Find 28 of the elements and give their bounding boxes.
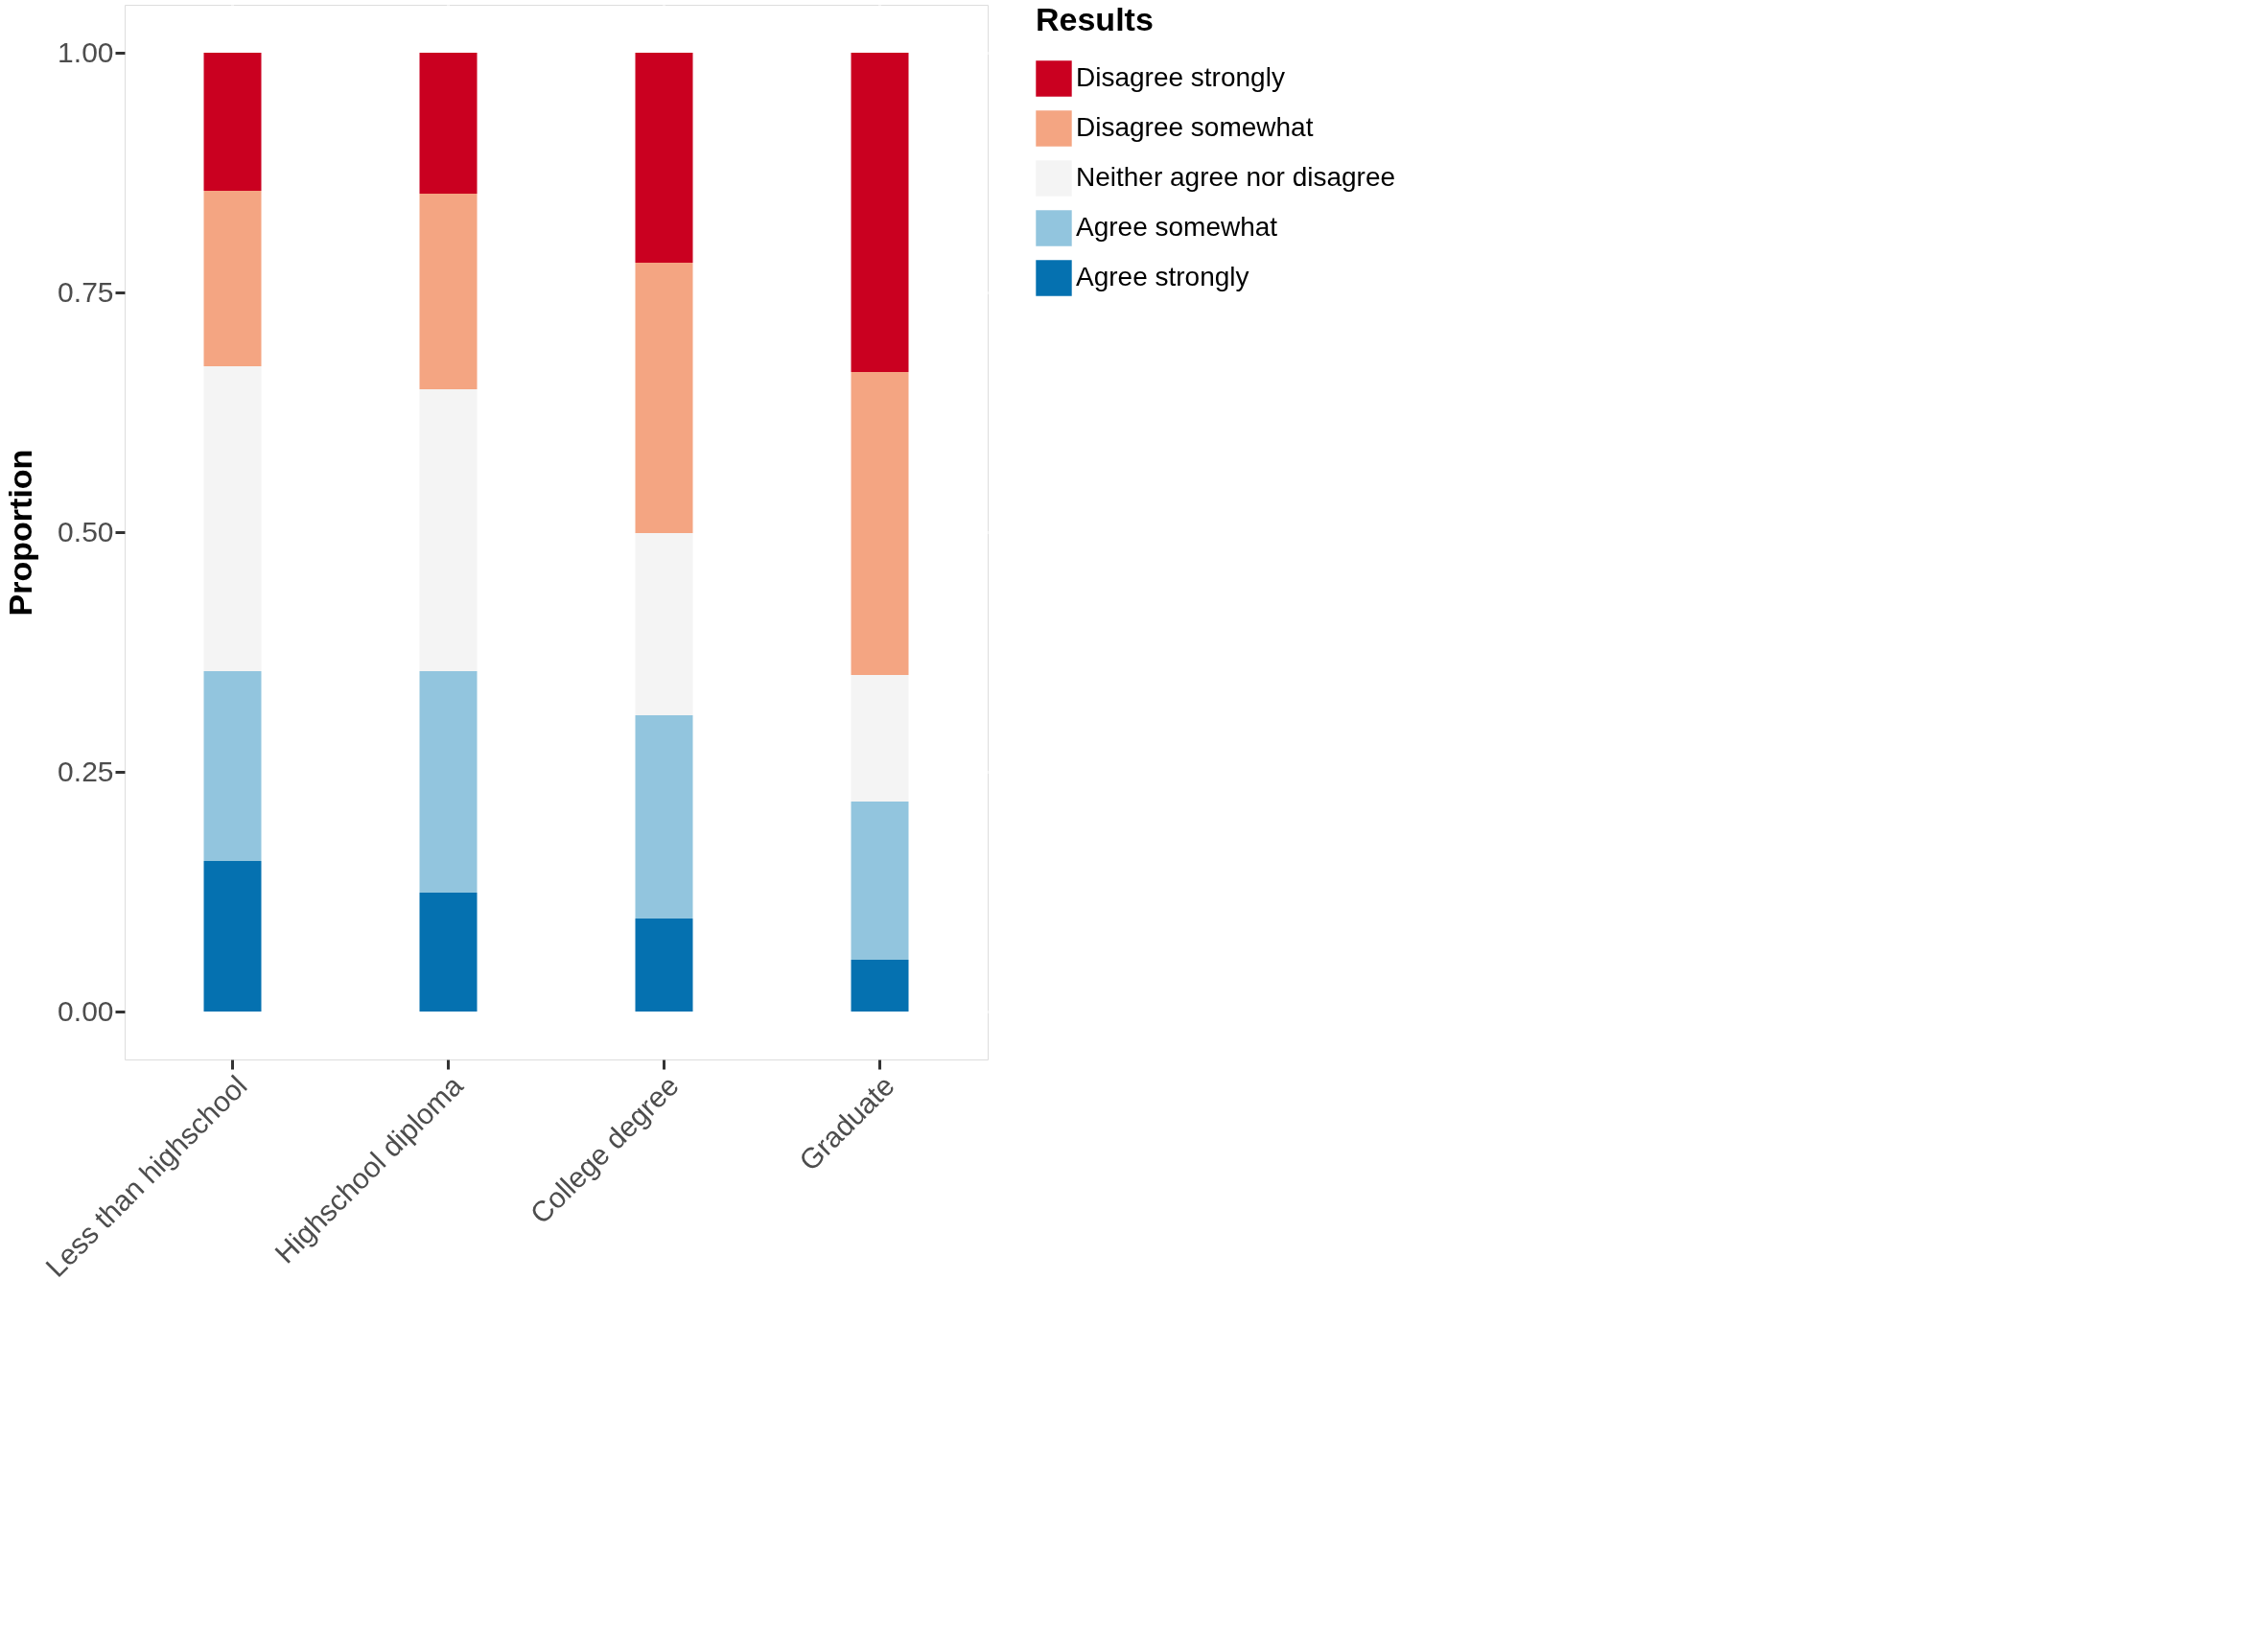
bar bbox=[851, 802, 909, 960]
bar bbox=[635, 715, 693, 919]
legend-label: Disagree somewhat bbox=[1076, 112, 1314, 142]
legend-title: Results bbox=[1036, 1, 1154, 37]
bar bbox=[419, 671, 478, 893]
bar bbox=[635, 53, 693, 263]
bar bbox=[203, 671, 262, 861]
y-tick-label: 1.00 bbox=[58, 35, 114, 68]
bar bbox=[635, 263, 693, 533]
y-axis-title: Proportion bbox=[2, 449, 39, 617]
bar bbox=[851, 372, 909, 675]
legend-label: Neither agree nor disagree bbox=[1076, 162, 1396, 192]
bar bbox=[635, 919, 693, 1012]
bar bbox=[419, 194, 478, 389]
legend-label: Agree somewhat bbox=[1076, 212, 1278, 242]
bar bbox=[203, 53, 262, 191]
legend-label: Disagree strongly bbox=[1076, 62, 1285, 92]
legend-label: Agree strongly bbox=[1076, 262, 1249, 291]
bar bbox=[851, 960, 909, 1012]
bar bbox=[851, 53, 909, 372]
y-tick-label: 0.00 bbox=[58, 994, 114, 1027]
y-tick-label: 0.75 bbox=[58, 275, 114, 308]
y-tick-label: 0.50 bbox=[58, 515, 114, 547]
bar bbox=[203, 861, 262, 1012]
bar bbox=[203, 191, 262, 366]
bar bbox=[419, 893, 478, 1012]
bar bbox=[419, 53, 478, 194]
y-tick-label: 0.25 bbox=[58, 755, 114, 787]
